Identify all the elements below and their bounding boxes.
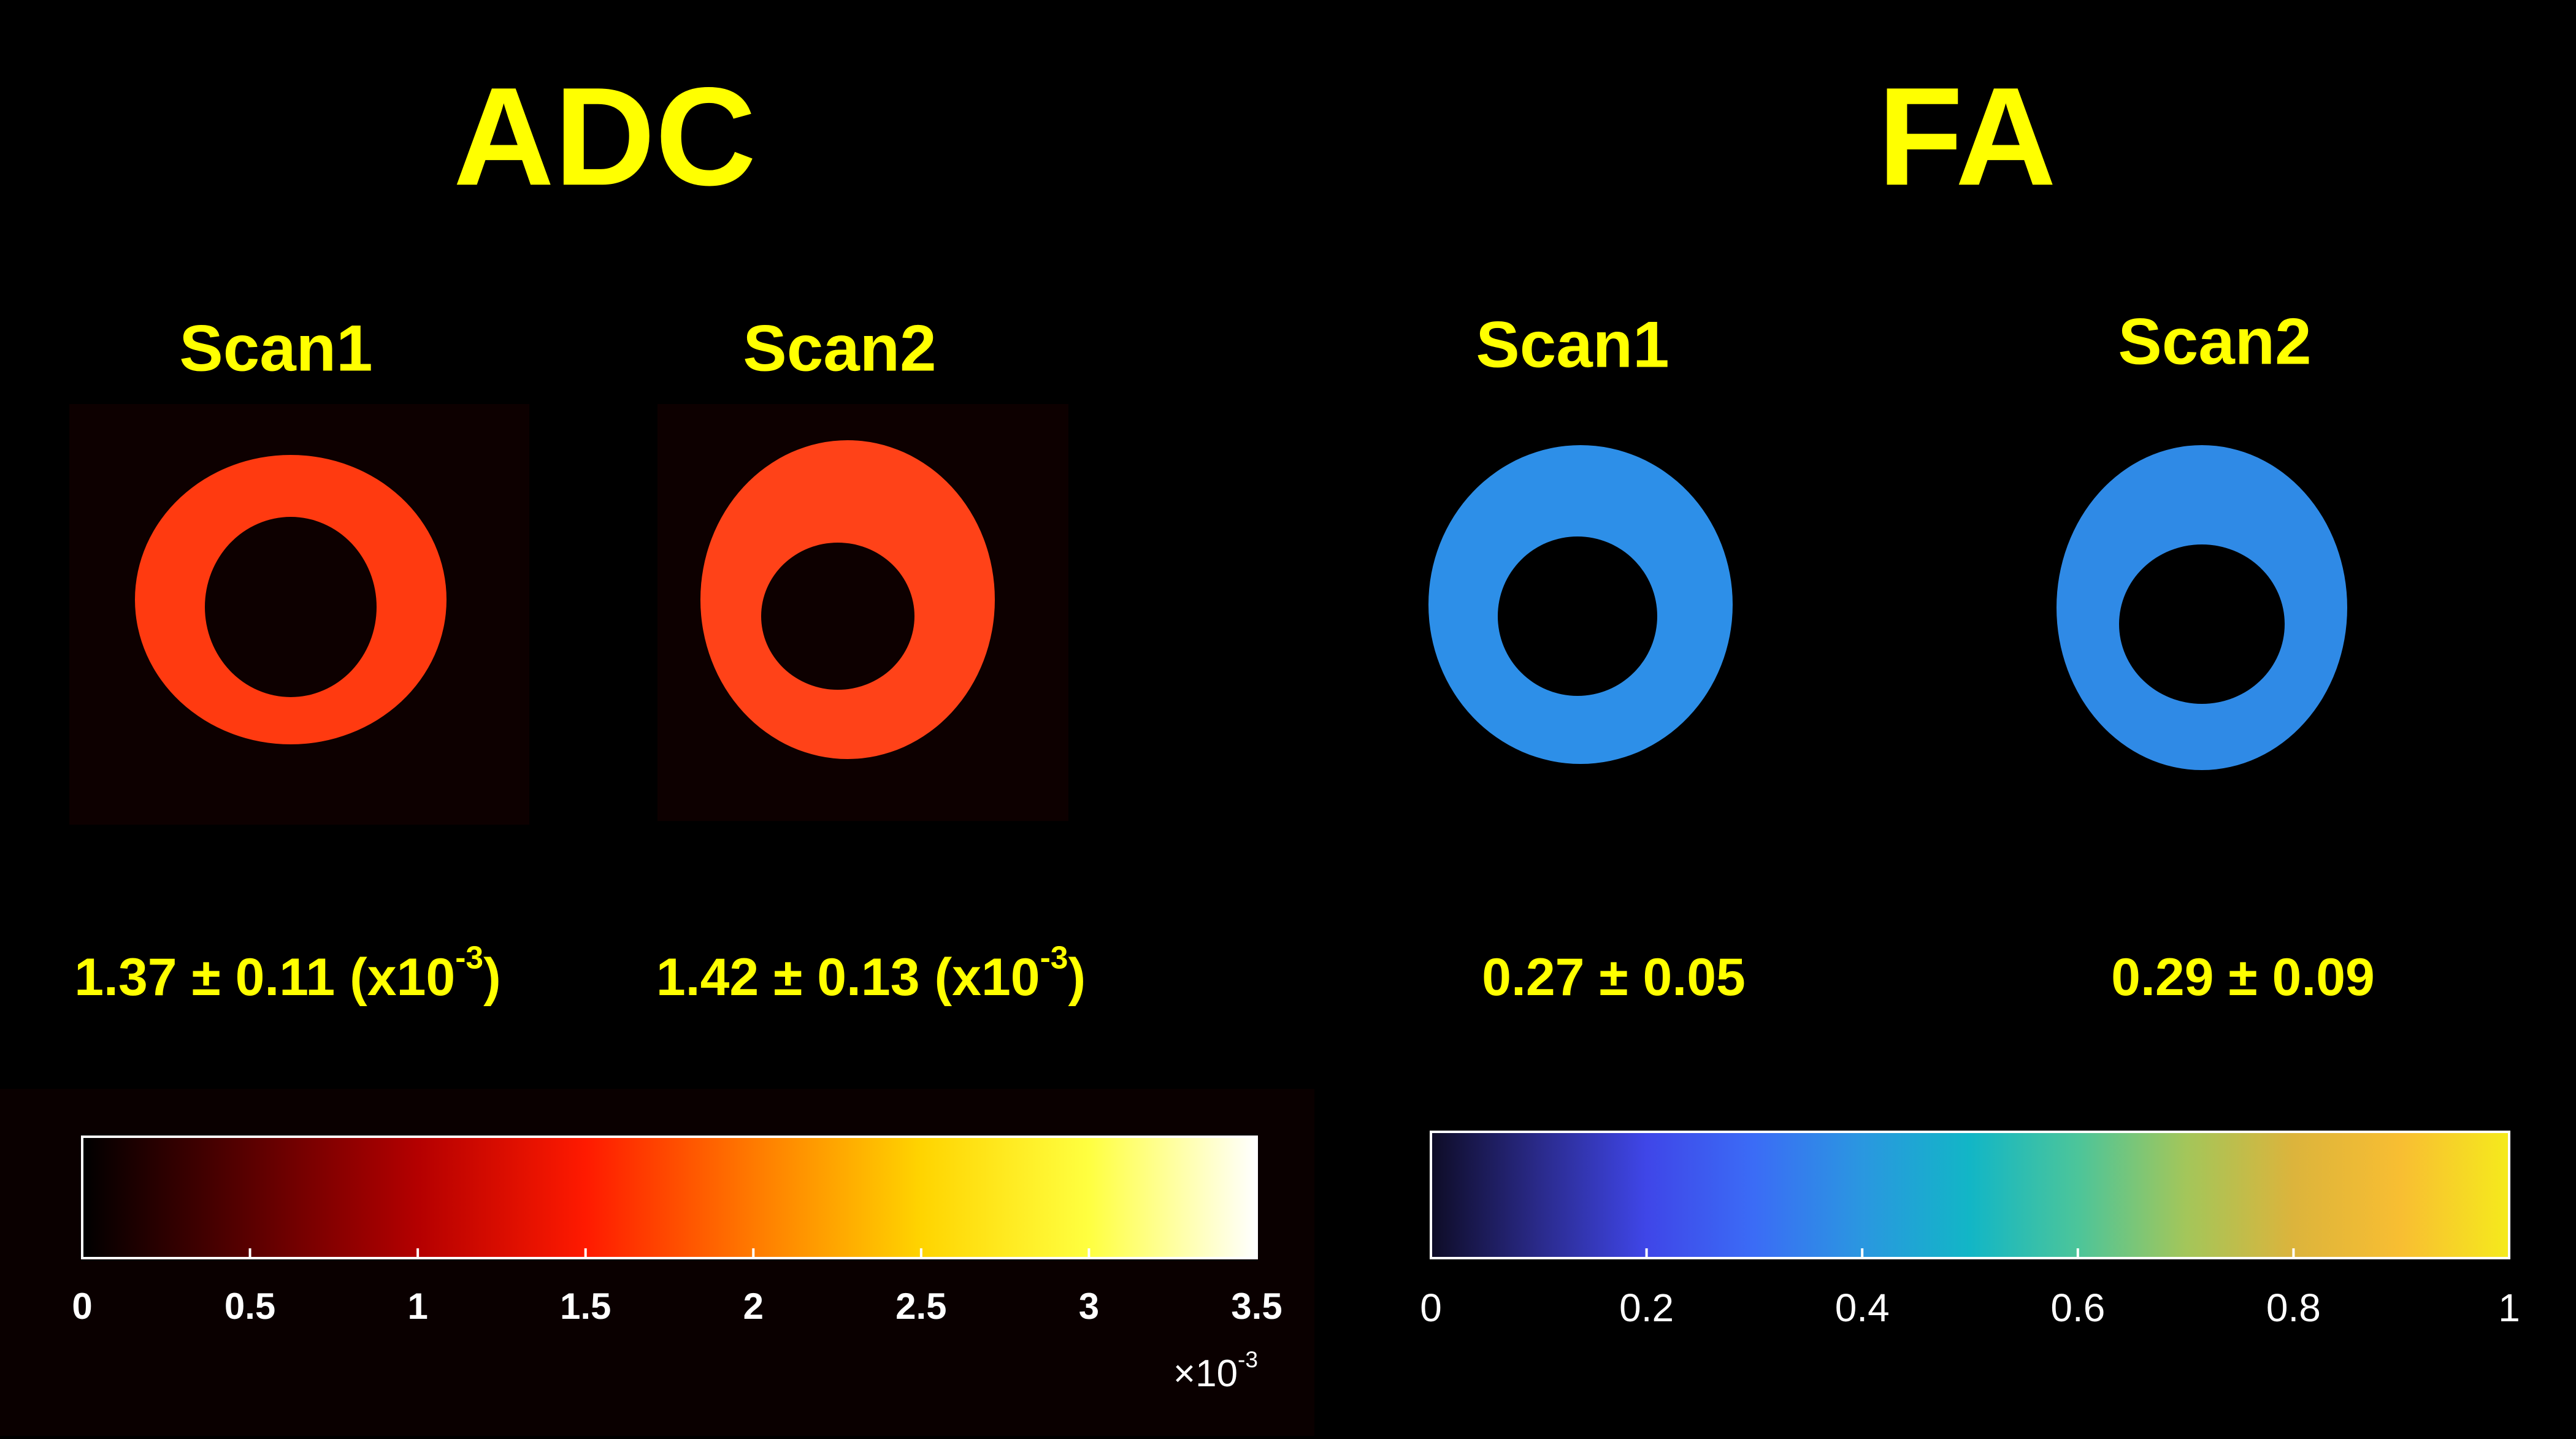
scan-label: Scan2 — [743, 311, 936, 384]
tick-label: 0.4 — [1835, 1286, 1890, 1330]
text-part: 0.27 ± 0.05 — [1482, 948, 1746, 1007]
tick-label: 2.5 — [895, 1286, 946, 1327]
fa-map — [2057, 445, 2347, 770]
scan-label: Scan1 — [1476, 307, 1669, 381]
scan-label: Scan1 — [179, 311, 372, 384]
tick-label: 0.5 — [224, 1286, 275, 1327]
tick-label: 1.5 — [560, 1286, 611, 1327]
text-part: 1.37 ± 0.11 (x10 — [74, 948, 455, 1007]
tick-label: 2 — [743, 1286, 764, 1327]
tick-label: 0 — [1420, 1286, 1442, 1330]
tick-label: 1 — [407, 1286, 427, 1327]
adc-map — [135, 455, 447, 744]
value-text: 0.27 ± 0.05 — [1482, 948, 1746, 1007]
panel-title: ADC — [453, 59, 756, 215]
scan-label: Scan2 — [2118, 304, 2311, 378]
text-part: 1.42 ± 0.13 (x10 — [656, 948, 1040, 1007]
tick-label: 0.6 — [2050, 1286, 2105, 1330]
value-text: 1.37 ± 0.11 (x10-3) — [74, 939, 501, 1006]
superscript: -3 — [1040, 939, 1068, 975]
text-part: ×10 — [1173, 1353, 1238, 1395]
tick-label: 0.8 — [2266, 1286, 2321, 1330]
tick-label: 1 — [2498, 1286, 2520, 1330]
colorbar — [1430, 1131, 2510, 1259]
tick-label: 3 — [1079, 1286, 1099, 1327]
text-part: 0.29 ± 0.09 — [2111, 948, 2375, 1007]
superscript: -3 — [455, 939, 483, 975]
text-part: ) — [483, 948, 501, 1007]
value-text: 1.42 ± 0.13 (x10-3) — [656, 939, 1086, 1006]
tick-label: 3.5 — [1231, 1286, 1282, 1327]
panel-title: FA — [1877, 59, 2056, 215]
fa-map — [1428, 445, 1733, 764]
value-text: ×10-3 — [1173, 1346, 1258, 1395]
tick-label: 0 — [72, 1286, 92, 1327]
tick-label: 0.2 — [1619, 1286, 1674, 1330]
superscript: -3 — [1238, 1346, 1258, 1372]
colorbar — [81, 1136, 1258, 1259]
value-text: 0.29 ± 0.09 — [2111, 948, 2375, 1007]
text-part: ) — [1068, 948, 1086, 1007]
adc-map — [700, 440, 995, 759]
